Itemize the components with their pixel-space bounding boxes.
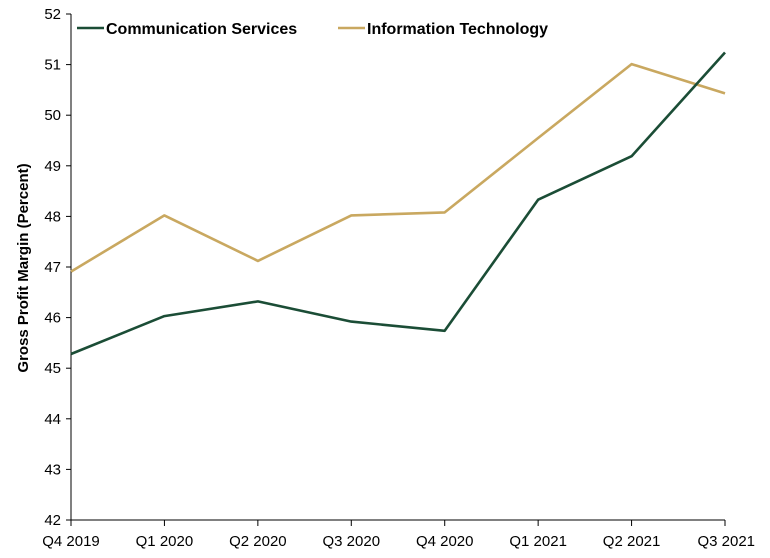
legend-label: Information Technology: [367, 21, 548, 38]
y-axis-ticks: 42 43 44 45 46 47 48 49 50 51 52: [44, 6, 71, 529]
y-tick-label: 42: [44, 512, 61, 529]
y-tick-label: 45: [44, 360, 61, 377]
x-tick-label: Q4 2020: [416, 533, 474, 550]
y-tick-label: 47: [44, 259, 61, 276]
y-tick-label: 46: [44, 310, 61, 327]
legend-label: Communication Services: [106, 21, 297, 38]
x-axis-ticks: Q4 2019 Q1 2020 Q2 2020 Q3 2020 Q4 2020 Q1 20…: [42, 520, 755, 550]
y-tick-label: 50: [44, 107, 61, 124]
y-tick-label: 49: [44, 158, 61, 175]
x-tick-label: Q1 2020: [136, 533, 194, 550]
x-tick-label: Q4 2019: [42, 533, 100, 550]
x-tick-label: Q2 2020: [229, 533, 287, 550]
x-tick-label: Q2 2021: [603, 533, 661, 550]
legend: Communication Services Information Techno…: [77, 21, 548, 38]
y-tick-label: 48: [44, 208, 61, 225]
y-tick-label: 51: [44, 57, 61, 74]
y-tick-label: 43: [44, 461, 61, 478]
series-line-0: [70, 51, 726, 356]
y-axis-title: Gross Profit Margin (Percent): [15, 163, 32, 372]
y-tick-label: 52: [44, 6, 61, 23]
series-line-1: [70, 62, 726, 273]
y-tick-label: 44: [44, 411, 61, 428]
x-tick-label: Q3 2020: [323, 533, 381, 550]
series-lines: [70, 51, 726, 356]
x-tick-label: Q3 2021: [697, 533, 755, 550]
x-tick-label: Q1 2021: [509, 533, 567, 550]
